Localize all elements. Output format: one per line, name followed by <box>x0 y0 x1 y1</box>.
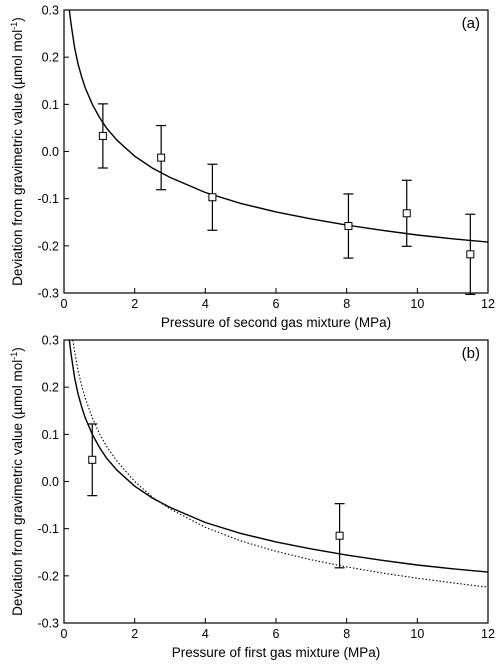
panel-a-y-tick-label: -0.1 <box>37 192 59 206</box>
panel-b-x-tick-label: 10 <box>410 627 424 641</box>
panel-a-y-tick-label: 0.0 <box>42 145 59 159</box>
panel-a-y-tick-label: -0.3 <box>37 287 59 301</box>
panel-a-x-tick-label: 12 <box>481 297 495 311</box>
panel-b-x-tick-label: 0 <box>61 627 68 641</box>
panel-b-y-axis-title: Deviation from gravimetric value (µmol m… <box>9 347 25 616</box>
panel-a-data-point <box>157 153 166 162</box>
panel-b-y-tick-label: 0.1 <box>42 428 59 442</box>
panel-b-data-point <box>335 531 344 540</box>
panel-a-data-point <box>208 193 217 202</box>
panel-a-data-point <box>344 222 353 231</box>
panel-a-data-point <box>402 209 411 218</box>
panel-b-fit-curve-dotted <box>72 340 488 588</box>
panel-a-x-tick-label: 4 <box>202 297 209 311</box>
panel-a-y-tick-label: -0.2 <box>37 239 59 253</box>
panel-a-x-tick-label: 6 <box>273 297 280 311</box>
panel-a-x-tick-label: 10 <box>410 297 424 311</box>
panel-a-x-tick-label: 0 <box>61 297 68 311</box>
panel-a-plot-frame <box>63 9 489 294</box>
panel-b-x-tick-label: 6 <box>273 627 280 641</box>
panel-b-y-tick-label: -0.2 <box>37 569 59 583</box>
panel-b-y-tick-label: -0.1 <box>37 522 59 536</box>
panel-a-x-axis-title: Pressure of second gas mixture (MPa) <box>161 315 391 330</box>
panel-b-x-tick-label: 4 <box>202 627 209 641</box>
panel-b-data-point <box>88 455 97 464</box>
panel-b-y-tick-label: -0.3 <box>37 617 59 631</box>
panel-a-y-axis-title: Deviation from gravimetric value (µmol m… <box>9 17 25 286</box>
panel-a-data-point <box>98 131 107 140</box>
panel-b-x-tick-label: 8 <box>343 627 350 641</box>
panel-a-data-point <box>466 250 475 259</box>
panel-b-x-tick-label: 2 <box>131 627 138 641</box>
panel-a-x-tick-label: 8 <box>343 297 350 311</box>
panel-b-label: (b) <box>462 345 480 362</box>
panel-a-y-tick-label: 0.3 <box>42 4 59 18</box>
panel-b-plot-frame <box>63 339 489 624</box>
panel-a-y-tick-label: 0.2 <box>42 51 59 65</box>
panel-b-y-tick-label: 0.0 <box>42 475 59 489</box>
panel-b-y-tick-label: 0.2 <box>42 381 59 395</box>
panel-a-x-tick-label: 2 <box>131 297 138 311</box>
panel-b-y-tick-label: 0.3 <box>42 334 59 348</box>
panel-a-y-tick-label: 0.1 <box>42 98 59 112</box>
panel-b-x-tick-label: 12 <box>481 627 495 641</box>
panel-a-label: (a) <box>462 15 480 32</box>
panel-b-fit-curve <box>68 340 488 573</box>
panel-b-x-axis-title: Pressure of first gas mixture (MPa) <box>172 645 381 660</box>
panel-a-fit-curve <box>68 10 488 243</box>
